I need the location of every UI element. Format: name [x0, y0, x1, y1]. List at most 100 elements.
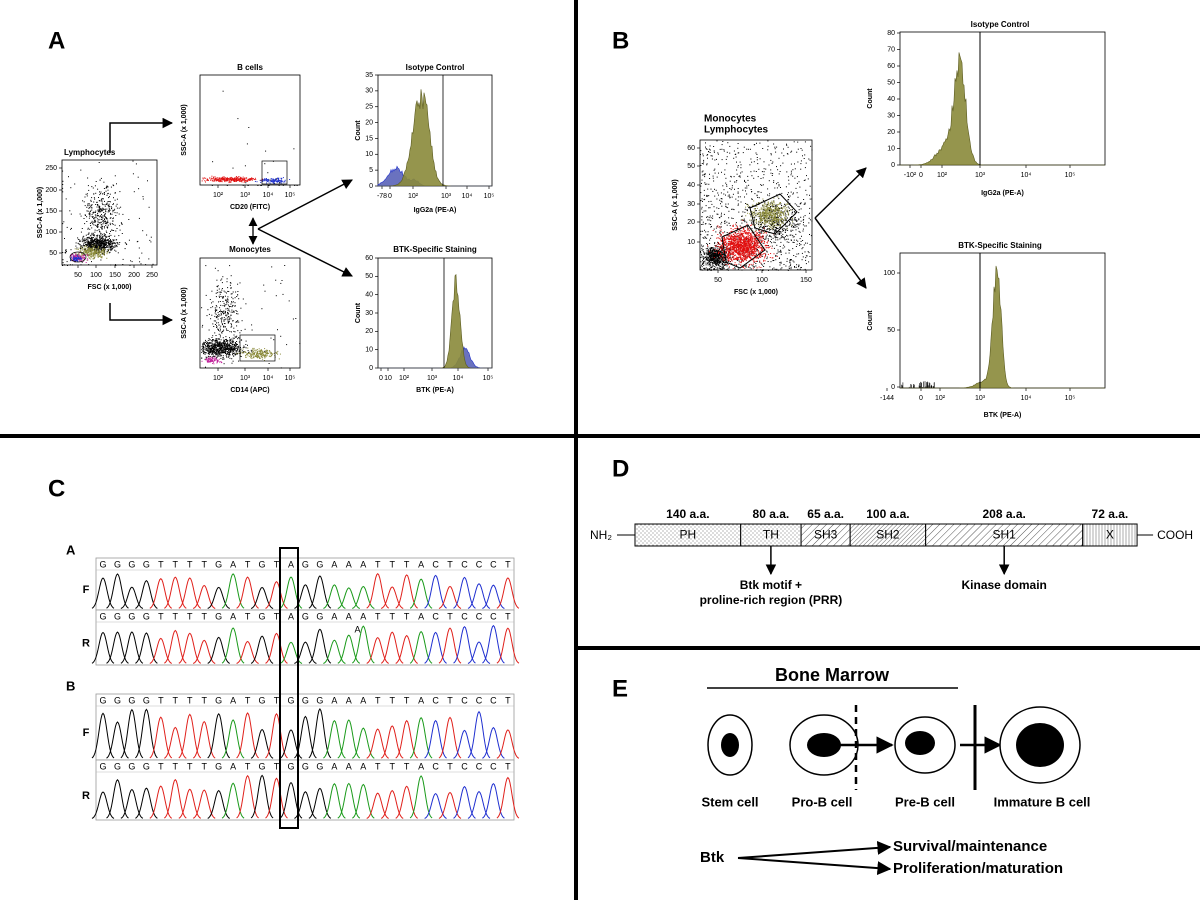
event-dot	[232, 349, 234, 351]
event-dot	[210, 359, 212, 361]
event-dot	[728, 222, 730, 224]
event-dot	[725, 203, 727, 205]
event-dot	[716, 264, 717, 266]
event-dot	[259, 357, 260, 359]
event-dot	[804, 203, 806, 205]
event-dot	[250, 179, 252, 181]
event-dot	[107, 192, 109, 194]
event-dot	[761, 263, 762, 265]
event-dot	[102, 248, 104, 250]
event-dot	[252, 352, 254, 354]
event-dot	[96, 252, 98, 253]
base-call: T	[245, 611, 251, 621]
event-dot	[772, 268, 773, 270]
event-dot	[223, 320, 225, 322]
event-dot	[84, 214, 86, 216]
event-dot	[780, 241, 782, 243]
event-dot	[214, 352, 215, 354]
event-dot	[113, 217, 114, 219]
event-dot	[81, 256, 83, 258]
event-dot	[804, 268, 806, 270]
event-dot	[703, 189, 705, 191]
event-dot	[796, 239, 798, 241]
event-dot	[98, 210, 100, 212]
arrow	[737, 840, 892, 859]
event-dot	[205, 348, 207, 349]
event-dot	[234, 345, 236, 347]
event-dot	[107, 220, 109, 222]
event-dot	[257, 356, 259, 358]
event-dot	[702, 256, 704, 258]
event-dot	[226, 292, 227, 294]
event-dot	[238, 298, 240, 300]
event-dot	[94, 256, 96, 258]
event-dot	[208, 353, 210, 354]
event-dot	[701, 249, 703, 251]
x-tick-label: 10⁵	[285, 375, 296, 382]
event-dot	[87, 244, 89, 246]
event-dot	[202, 350, 204, 352]
event-dot	[747, 148, 749, 150]
event-dot	[713, 210, 715, 212]
event-dot	[811, 220, 813, 222]
event-dot	[88, 250, 90, 252]
event-dot	[113, 239, 115, 241]
event-dot	[717, 163, 719, 165]
y-tick-label: 30	[365, 310, 373, 317]
event-dot	[707, 256, 709, 258]
event-dot	[763, 161, 765, 163]
event-dot	[203, 347, 205, 349]
event-dot	[241, 177, 243, 179]
event-dot	[222, 177, 224, 179]
event-dot	[227, 352, 229, 354]
base-call: C	[432, 695, 439, 705]
event-dot	[232, 301, 234, 303]
event-dot	[747, 203, 749, 205]
event-dot	[84, 240, 85, 242]
event-dot	[90, 225, 92, 227]
event-dot	[729, 254, 731, 256]
event-dot	[102, 193, 104, 195]
event-dot	[94, 251, 95, 253]
event-dot	[811, 198, 813, 200]
event-dot	[213, 326, 215, 327]
event-dot	[222, 348, 224, 350]
event-dot	[798, 209, 800, 211]
event-dot	[88, 251, 90, 252]
event-dot	[794, 266, 796, 268]
event-dot	[809, 185, 811, 187]
event-dot	[771, 175, 773, 176]
event-dot	[247, 180, 249, 182]
base-call: A	[346, 695, 352, 705]
event-dot	[236, 335, 238, 337]
event-dot	[805, 257, 807, 259]
panel-label: C	[48, 475, 65, 502]
event-dot	[785, 204, 787, 206]
event-dot	[226, 338, 228, 340]
event-dot	[739, 230, 741, 232]
event-dot	[779, 264, 781, 266]
event-dot	[705, 237, 706, 239]
event-dot	[100, 245, 102, 247]
event-dot	[702, 174, 704, 176]
event-dot	[239, 353, 241, 355]
event-dot	[92, 248, 94, 250]
event-dot	[231, 179, 233, 181]
event-dot	[282, 177, 284, 179]
event-dot	[122, 213, 124, 215]
event-dot	[255, 349, 257, 351]
event-dot	[103, 192, 105, 193]
event-dot	[89, 241, 91, 243]
event-dot	[205, 359, 207, 361]
event-dot	[720, 231, 722, 233]
event-dot	[223, 363, 225, 365]
event-dot	[233, 334, 235, 336]
event-dot	[702, 257, 704, 259]
event-dot	[214, 347, 216, 348]
y-tick-label: 250	[45, 165, 57, 172]
event-dot	[214, 315, 216, 317]
event-dot	[271, 180, 273, 182]
event-dot	[224, 344, 226, 346]
event-dot	[101, 244, 103, 246]
event-dot	[224, 319, 226, 321]
